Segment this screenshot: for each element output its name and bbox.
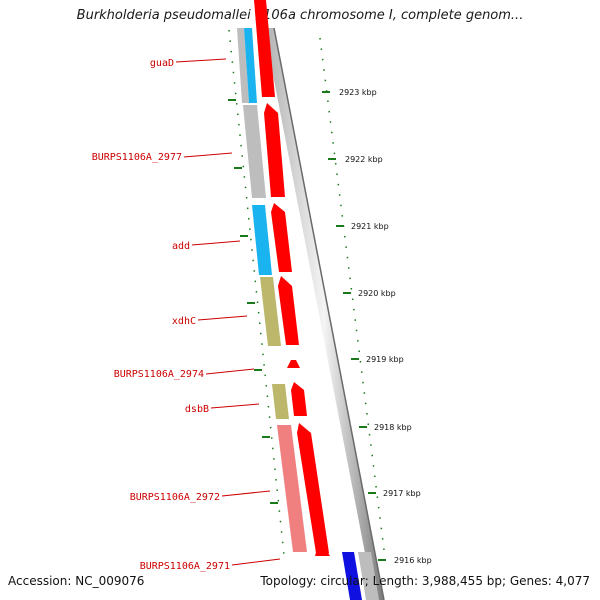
connector-dsbB — [210, 403, 260, 409]
scale-label-2918: 2918 kbp — [374, 423, 412, 432]
gene-label-xdhC[interactable]: xdhC — [172, 316, 196, 327]
gene-arrow-6[interactable] — [291, 382, 307, 416]
gene-block-guaD[interactable] — [244, 28, 257, 103]
gene-block-add[interactable] — [252, 205, 272, 275]
gene-arrow-8[interactable] — [315, 549, 330, 556]
gene-arrow-5[interactable] — [287, 360, 300, 368]
gene-label-dsbB[interactable]: dsbB — [185, 404, 209, 415]
connector-burps1106a-2972 — [221, 490, 271, 497]
connector-add — [191, 240, 241, 246]
connector-burps1106a-2971 — [231, 558, 281, 566]
gene-arrow-3[interactable] — [271, 203, 292, 272]
gene-label-add[interactable]: add — [172, 241, 190, 252]
connector-burps1106a-2974 — [205, 368, 255, 375]
gene-block-burps1106a-2972[interactable] — [277, 425, 307, 552]
gene-label-burps1106a-2971[interactable]: BURPS1106A_2971 — [140, 561, 230, 572]
topology-text: Topology: circular; Length: 3,988,455 bp… — [260, 574, 590, 588]
scale-label-2921: 2921 kbp — [351, 222, 389, 231]
accession-text: Accession: NC_009076 — [8, 574, 145, 588]
connector-xdhC — [197, 315, 248, 321]
scale-labels: 2923 kbp 2922 kbp 2921 kbp 2920 kbp 2919… — [339, 88, 432, 565]
scale-label-2920: 2920 kbp — [358, 289, 396, 298]
scale-label-2922: 2922 kbp — [345, 155, 383, 164]
gene-features-right — [254, 0, 330, 556]
scale-label-2917: 2917 kbp — [383, 489, 421, 498]
scale-label-2916: 2916 kbp — [394, 556, 432, 565]
gene-arrow-1[interactable] — [254, 0, 275, 97]
scale-label-2923: 2923 kbp — [339, 88, 377, 97]
connector-guaD — [175, 58, 227, 63]
gene-features-left — [237, 28, 307, 552]
gene-block-burps1106a-2977[interactable] — [243, 105, 266, 198]
gene-label-burps1106a-2972[interactable]: BURPS1106A_2972 — [130, 492, 220, 503]
gene-arrow-7[interactable] — [297, 423, 329, 553]
gene-block-gray-top[interactable] — [237, 28, 249, 103]
gene-arrow-4[interactable] — [278, 276, 299, 345]
gene-label-burps1106a-2977[interactable]: BURPS1106A_2977 — [92, 152, 182, 163]
gene-label-burps1106a-2974[interactable]: BURPS1106A_2974 — [114, 369, 204, 380]
gene-labels: guaD BURPS1106A_2977 add xdhC BURPS1106A… — [92, 58, 230, 572]
gene-features-bottom — [342, 552, 379, 600]
left-scale-ticks — [228, 99, 278, 504]
gene-block-blue[interactable] — [342, 552, 362, 600]
chromosome-backbone — [264, 28, 384, 600]
gene-label-connectors — [175, 58, 281, 566]
scale-label-2919: 2919 kbp — [366, 355, 404, 364]
gene-block-dsbB[interactable] — [272, 384, 289, 419]
gene-block-xdhC[interactable] — [260, 277, 281, 346]
connector-burps1106a-2977 — [183, 152, 233, 158]
chromosome-backbone-edge — [273, 27, 385, 600]
gene-label-guaD[interactable]: guaD — [150, 58, 174, 69]
gene-block-gray-bottom[interactable] — [358, 552, 379, 600]
gene-arrow-2[interactable] — [264, 103, 285, 197]
left-dotted-guide — [228, 29, 285, 556]
map-title: Burkholderia pseudomallei 1106a chromoso… — [76, 8, 524, 23]
right-scale-ticks — [322, 91, 386, 561]
